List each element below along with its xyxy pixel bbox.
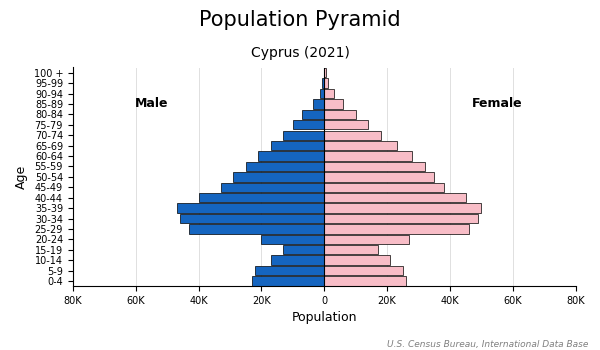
Text: Female: Female (472, 97, 523, 111)
Bar (245, 162, 324, 171)
Bar (283, 131, 324, 140)
Bar (324, 245, 377, 254)
Bar (324, 68, 326, 77)
Bar (320, 89, 324, 98)
Bar (176, 203, 324, 213)
Bar (221, 183, 324, 192)
Bar (324, 110, 356, 119)
Text: U.S. Census Bureau, International Data Base: U.S. Census Bureau, International Data B… (386, 340, 588, 349)
Bar (255, 266, 324, 275)
Text: Cyprus (2021): Cyprus (2021) (251, 46, 349, 60)
Bar (324, 266, 403, 275)
Bar (179, 214, 324, 223)
Bar (324, 256, 390, 265)
Bar (258, 151, 324, 161)
Bar (324, 234, 409, 244)
Bar (324, 78, 328, 88)
Bar (324, 120, 368, 130)
Bar (322, 78, 324, 88)
Bar (302, 110, 324, 119)
Bar (262, 234, 324, 244)
Bar (324, 162, 425, 171)
Bar (271, 141, 324, 150)
Text: Male: Male (134, 97, 168, 111)
Bar (324, 193, 466, 202)
Bar (293, 120, 324, 130)
Bar (324, 89, 334, 98)
Text: Population Pyramid: Population Pyramid (199, 10, 401, 30)
Bar (324, 151, 412, 161)
Bar (271, 256, 324, 265)
Bar (324, 99, 343, 108)
Bar (324, 131, 381, 140)
Bar (324, 141, 397, 150)
Bar (324, 203, 481, 213)
Bar (324, 224, 469, 233)
Bar (283, 245, 324, 254)
Bar (324, 214, 478, 223)
Bar (189, 224, 324, 233)
Bar (324, 276, 406, 286)
Y-axis label: Age: Age (15, 165, 28, 189)
X-axis label: Population: Population (292, 312, 357, 324)
Bar (233, 172, 324, 182)
Bar (313, 99, 324, 108)
Bar (199, 193, 324, 202)
Bar (323, 68, 324, 77)
Bar (324, 172, 434, 182)
Bar (324, 183, 443, 192)
Bar (252, 276, 324, 286)
